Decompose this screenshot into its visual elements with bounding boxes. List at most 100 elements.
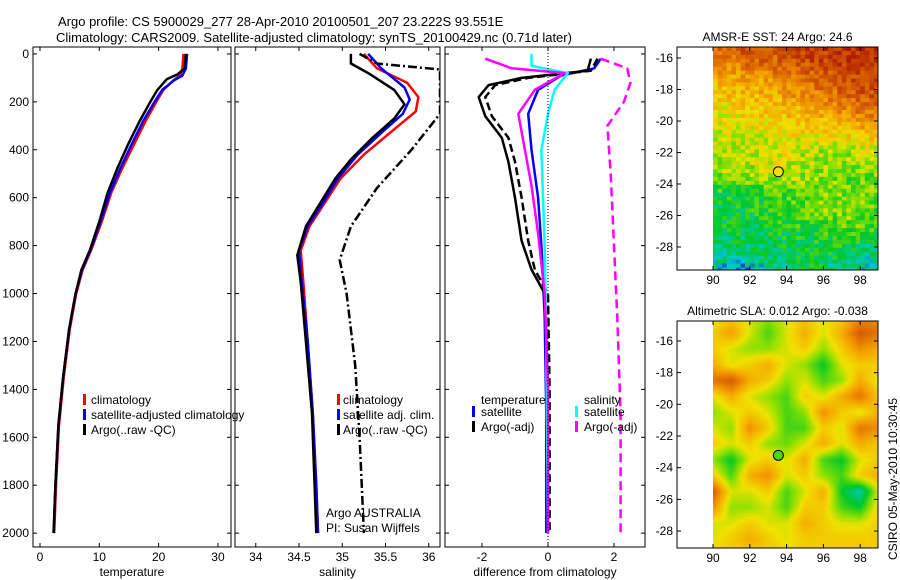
heatmap-cell bbox=[874, 364, 877, 368]
heatmap-cell bbox=[855, 169, 861, 174]
heatmap-cell bbox=[784, 370, 788, 374]
heatmap-cell bbox=[800, 204, 806, 209]
heatmap-cell bbox=[844, 388, 847, 391]
heatmap-cell bbox=[791, 384, 795, 387]
heatmap-cell bbox=[816, 392, 820, 395]
heatmap-cell bbox=[846, 161, 852, 166]
heatmap-cell bbox=[841, 368, 845, 372]
heatmap-cell bbox=[818, 356, 822, 360]
heatmap-cell bbox=[733, 354, 737, 358]
heatmap-cell bbox=[841, 98, 847, 103]
heatmap-cell bbox=[736, 145, 742, 150]
heatmap-cell bbox=[869, 110, 875, 115]
heatmap-cell bbox=[788, 338, 792, 342]
heatmap-cell bbox=[830, 330, 834, 334]
heatmap-cell bbox=[782, 117, 788, 123]
heatmap-cell bbox=[754, 94, 760, 99]
heatmap-cell bbox=[857, 323, 861, 326]
heatmap-cell bbox=[756, 390, 760, 393]
heatmap-cell bbox=[825, 328, 829, 332]
heatmap-cell bbox=[731, 196, 737, 202]
heatmap-cell bbox=[823, 90, 829, 95]
heatmap-cell bbox=[828, 98, 834, 103]
heatmap-cell bbox=[754, 173, 760, 178]
heatmap-cell bbox=[747, 378, 751, 381]
heatmap-cell bbox=[772, 47, 778, 52]
heatmap-cell bbox=[828, 228, 834, 233]
heatmap-cell bbox=[754, 374, 758, 378]
heatmap-cell bbox=[841, 176, 847, 182]
heatmap-cell bbox=[800, 390, 804, 393]
heatmap-cell bbox=[740, 328, 744, 332]
heatmap-cell bbox=[782, 110, 788, 115]
heatmap-cell bbox=[807, 328, 811, 332]
heatmap-cell bbox=[722, 62, 728, 68]
heatmap-cell bbox=[809, 58, 815, 64]
heatmap-cell bbox=[860, 176, 866, 182]
heatmap-cell bbox=[800, 388, 804, 391]
heatmap-cell bbox=[754, 121, 760, 127]
heatmap-cell bbox=[742, 368, 746, 372]
heatmap-cell bbox=[860, 184, 866, 190]
heatmap-cell bbox=[786, 220, 792, 225]
heatmap-cell bbox=[816, 336, 820, 340]
heatmap-cell bbox=[736, 137, 742, 143]
heatmap-cell bbox=[795, 392, 799, 395]
heatmap-cell bbox=[713, 173, 719, 178]
heatmap-cell bbox=[828, 212, 834, 217]
heatmap-cell bbox=[791, 366, 795, 370]
heatmap-cell bbox=[740, 173, 746, 178]
heatmap-cell bbox=[752, 362, 755, 366]
heatmap-cell bbox=[869, 376, 873, 379]
heatmap-cell bbox=[798, 340, 801, 344]
heatmap-cell bbox=[791, 125, 797, 131]
heatmap-cell bbox=[832, 338, 836, 342]
heatmap-cell bbox=[713, 204, 719, 209]
heatmap-cell bbox=[795, 121, 801, 127]
heatmap-cell bbox=[795, 336, 799, 340]
heatmap-cell bbox=[722, 47, 728, 52]
heatmap-cell bbox=[807, 330, 811, 334]
heatmap-cell bbox=[800, 216, 806, 221]
heatmap-cell bbox=[844, 340, 847, 344]
heatmap-cell bbox=[713, 336, 716, 340]
heatmap-cell bbox=[864, 86, 870, 91]
heatmap-cell bbox=[772, 98, 778, 103]
heatmap-cell bbox=[747, 338, 751, 342]
heatmap-cell bbox=[752, 358, 755, 362]
heatmap-cell bbox=[818, 74, 824, 80]
heatmap-cell bbox=[800, 208, 806, 213]
heatmap-cell bbox=[715, 394, 719, 397]
heatmap-cell bbox=[800, 54, 806, 60]
heatmap-cell bbox=[851, 390, 854, 393]
y-tick-label: -18 bbox=[656, 83, 674, 97]
heatmap-cell bbox=[763, 370, 767, 374]
legend-label: Argo(..raw -QC) bbox=[91, 423, 176, 437]
heatmap-cell bbox=[784, 326, 788, 330]
heatmap-cell bbox=[738, 354, 742, 358]
heatmap-cell bbox=[848, 368, 852, 372]
heatmap-cell bbox=[800, 340, 804, 344]
heatmap-cell bbox=[795, 157, 801, 162]
heatmap-cell bbox=[825, 392, 829, 395]
heatmap-cell bbox=[851, 259, 857, 265]
heatmap-cell bbox=[818, 66, 824, 72]
heatmap-cell bbox=[715, 348, 719, 352]
heatmap-cell bbox=[786, 184, 792, 190]
heatmap-cell bbox=[814, 161, 820, 166]
y-tick-label: -20 bbox=[656, 114, 674, 128]
heatmap-cell bbox=[754, 380, 758, 383]
heatmap-cell bbox=[733, 360, 737, 364]
heatmap-cell bbox=[851, 137, 857, 143]
heatmap-cell bbox=[726, 176, 732, 182]
heatmap-cell bbox=[795, 338, 799, 342]
heatmap-cell bbox=[759, 184, 765, 190]
heatmap-cell bbox=[839, 382, 843, 385]
heatmap-cell bbox=[749, 208, 755, 213]
heatmap-cell bbox=[839, 346, 843, 350]
heatmap-cell bbox=[853, 352, 857, 356]
heatmap-cell bbox=[823, 47, 829, 52]
heatmap-cell bbox=[765, 344, 769, 348]
heatmap-cell bbox=[828, 325, 831, 328]
heatmap-cell bbox=[772, 121, 778, 127]
